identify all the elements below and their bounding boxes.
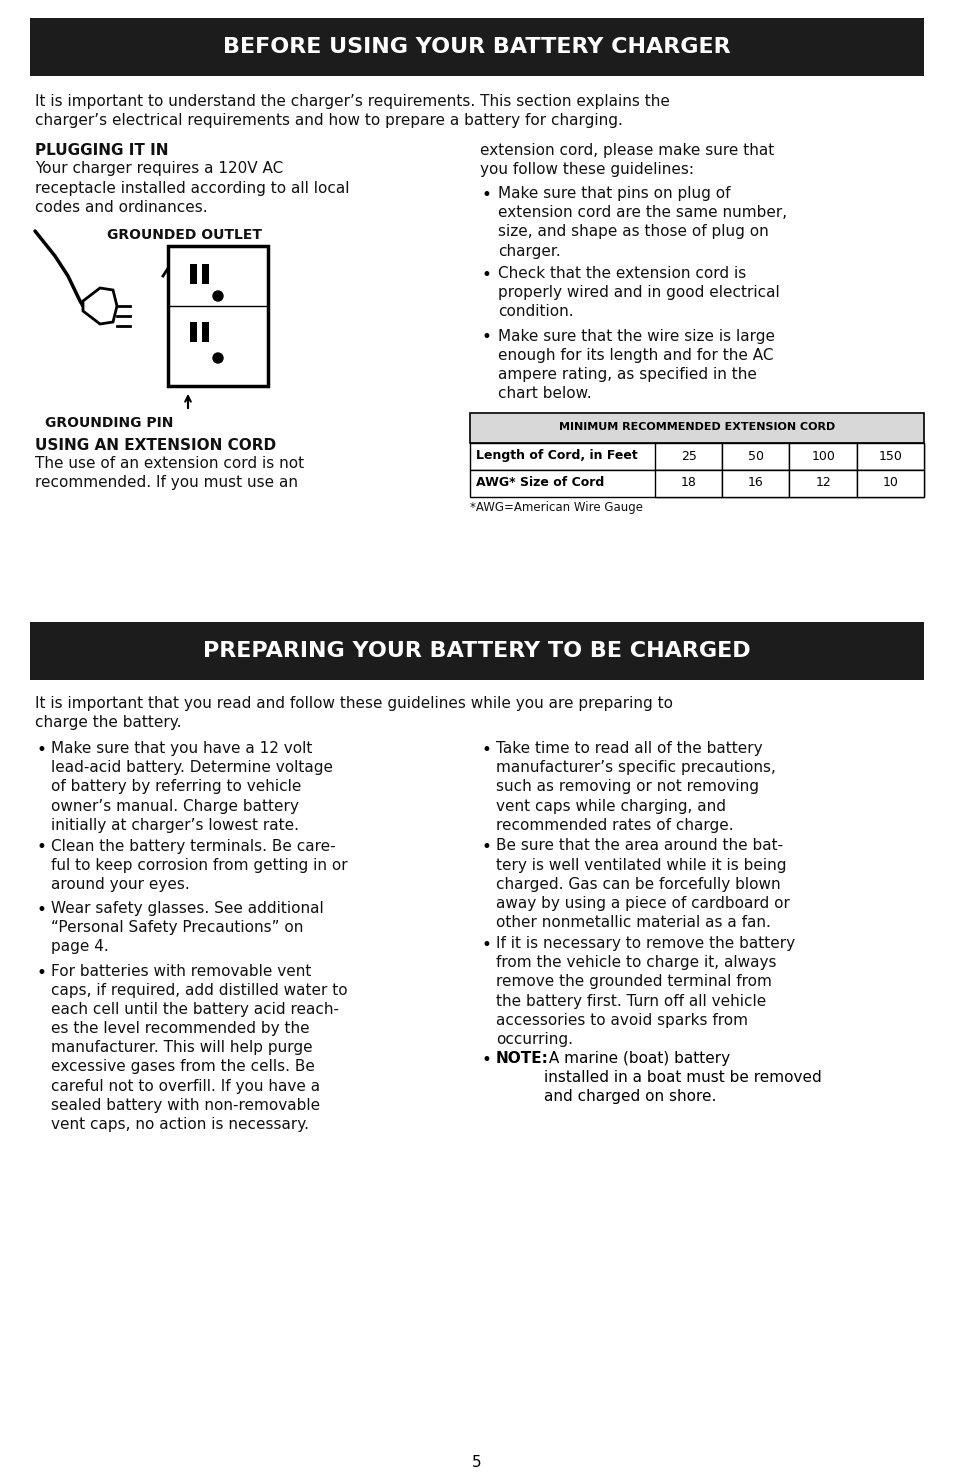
Text: USING AN EXTENSION CORD: USING AN EXTENSION CORD xyxy=(35,438,275,453)
Text: •: • xyxy=(37,901,47,919)
Text: *AWG=American Wire Gauge: *AWG=American Wire Gauge xyxy=(470,502,642,515)
Text: PLUGGING IT IN: PLUGGING IT IN xyxy=(35,143,169,158)
Text: •: • xyxy=(481,1052,492,1069)
Text: •: • xyxy=(37,740,47,760)
Text: 16: 16 xyxy=(747,476,763,490)
Text: GROUNDING PIN: GROUNDING PIN xyxy=(45,416,173,431)
Bar xyxy=(30,622,923,680)
Bar xyxy=(721,442,789,469)
Polygon shape xyxy=(83,288,117,324)
Text: For batteries with removable vent
caps, if required, add distilled water to
each: For batteries with removable vent caps, … xyxy=(51,963,347,1133)
Text: Make sure that you have a 12 volt
lead-acid battery. Determine voltage
of batter: Make sure that you have a 12 volt lead-a… xyxy=(51,740,333,833)
Text: 10: 10 xyxy=(882,476,898,490)
Text: MINIMUM RECOMMENDED EXTENSION CORD: MINIMUM RECOMMENDED EXTENSION CORD xyxy=(558,422,834,432)
Text: It is important to understand the charger’s requirements. This section explains : It is important to understand the charge… xyxy=(35,94,669,128)
Text: 50: 50 xyxy=(747,450,763,463)
Bar xyxy=(470,442,923,469)
Text: 150: 150 xyxy=(878,450,902,463)
Text: 25: 25 xyxy=(680,450,696,463)
Text: Take time to read all of the battery
manufacturer’s specific precautions,
such a: Take time to read all of the battery man… xyxy=(496,740,775,833)
Text: Length of Cord, in Feet: Length of Cord, in Feet xyxy=(476,450,638,463)
Text: 12: 12 xyxy=(815,476,830,490)
Text: Make sure that the wire size is large
enough for its length and for the AC
amper: Make sure that the wire size is large en… xyxy=(497,329,774,401)
Bar xyxy=(202,264,209,285)
Text: •: • xyxy=(481,329,492,347)
Text: 5: 5 xyxy=(472,1454,481,1471)
Text: Your charger requires a 120V AC
receptacle installed according to all local
code: Your charger requires a 120V AC receptac… xyxy=(35,161,349,215)
Text: •: • xyxy=(37,838,47,857)
Bar xyxy=(202,322,209,342)
Text: extension cord, please make sure that
you follow these guidelines:: extension cord, please make sure that yo… xyxy=(479,143,774,177)
Text: PREPARING YOUR BATTERY TO BE CHARGED: PREPARING YOUR BATTERY TO BE CHARGED xyxy=(203,642,750,661)
Bar xyxy=(30,18,923,77)
Text: A marine (boat) battery
installed in a boat must be removed
and charged on shore: A marine (boat) battery installed in a b… xyxy=(543,1052,821,1105)
Bar xyxy=(789,442,856,469)
Text: •: • xyxy=(481,186,492,204)
Bar xyxy=(190,264,196,285)
Bar xyxy=(168,246,268,386)
Text: AWG* Size of Cord: AWG* Size of Cord xyxy=(476,476,603,490)
Text: Clean the battery terminals. Be care-
ful to keep corrosion from getting in or
a: Clean the battery terminals. Be care- fu… xyxy=(51,838,347,892)
Text: •: • xyxy=(37,963,47,981)
Text: The use of an extension cord is not
recommended. If you must use an: The use of an extension cord is not reco… xyxy=(35,456,304,490)
Text: Wear safety glasses. See additional
“Personal Safety Precautions” on
page 4.: Wear safety glasses. See additional “Per… xyxy=(51,901,323,954)
Bar xyxy=(789,469,856,497)
Text: Make sure that pins on plug of
extension cord are the same number,
size, and sha: Make sure that pins on plug of extension… xyxy=(497,186,786,258)
Text: •: • xyxy=(481,740,492,760)
Text: Check that the extension cord is
properly wired and in good electrical
condition: Check that the extension cord is properl… xyxy=(497,266,779,320)
Text: 18: 18 xyxy=(680,476,696,490)
Text: •: • xyxy=(481,266,492,285)
Text: 100: 100 xyxy=(810,450,834,463)
Text: BEFORE USING YOUR BATTERY CHARGER: BEFORE USING YOUR BATTERY CHARGER xyxy=(223,37,730,58)
Text: •: • xyxy=(481,838,492,857)
Text: It is important that you read and follow these guidelines while you are preparin: It is important that you read and follow… xyxy=(35,696,672,730)
Text: GROUNDED OUTLET: GROUNDED OUTLET xyxy=(108,229,262,242)
Bar xyxy=(721,469,789,497)
Bar xyxy=(470,469,923,497)
Text: •: • xyxy=(481,937,492,954)
Bar xyxy=(655,442,721,469)
Circle shape xyxy=(213,353,223,363)
Text: NOTE:: NOTE: xyxy=(496,1052,548,1066)
Bar xyxy=(856,469,923,497)
Bar xyxy=(655,469,721,497)
Circle shape xyxy=(213,291,223,301)
Bar xyxy=(190,322,196,342)
Bar xyxy=(856,442,923,469)
Text: Be sure that the area around the bat-
tery is well ventilated while it is being
: Be sure that the area around the bat- te… xyxy=(496,838,789,931)
Bar xyxy=(470,413,923,442)
Text: If it is necessary to remove the battery
from the vehicle to charge it, always
r: If it is necessary to remove the battery… xyxy=(496,937,794,1047)
